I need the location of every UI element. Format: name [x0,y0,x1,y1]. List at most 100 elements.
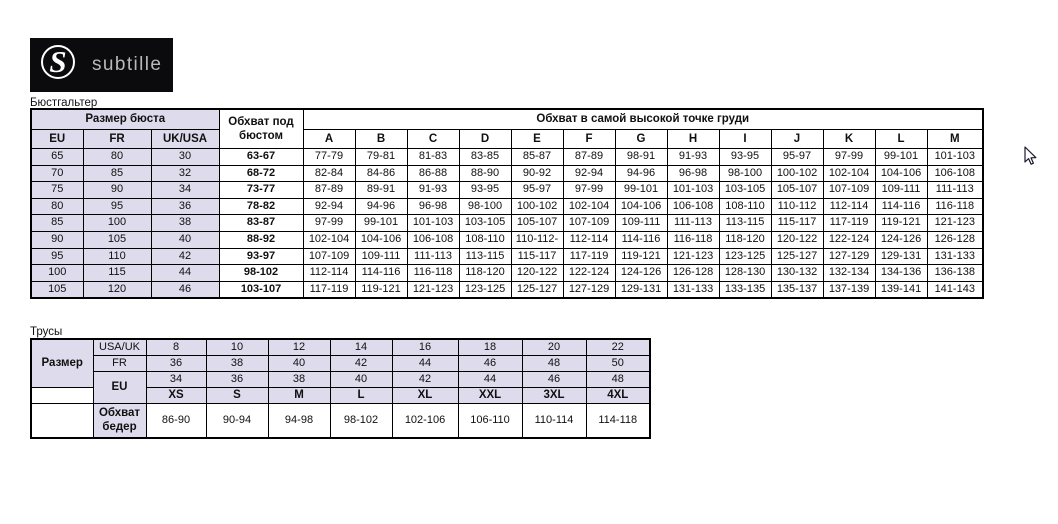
panty-cell-eu: 34 [145,371,207,388]
bra-cell-cup-G: 94-96 [614,164,668,183]
panty-cell-usauk: 18 [457,338,523,356]
bra-cell-cup-J: 110-112 [770,197,824,216]
bra-cell-cup-M: 141-143 [926,280,984,299]
bra-cell-cup-K: 112-114 [822,197,876,216]
bra-cell-cup-H: 116-118 [666,230,720,249]
bra-cell-cup-F: 102-104 [562,197,616,216]
bra-cell-cup-K: 107-109 [822,181,876,199]
bra-cell-cup-G: 129-131 [614,280,668,299]
bra-cell-cup-H: 96-98 [666,164,720,183]
bra-cell-cup-A: 102-104 [302,230,356,249]
bra-cell-cup-K: 122-124 [822,230,876,249]
bra-cell-cup-G: 119-121 [614,247,668,266]
bra-group-header-row: Размер бюста Обхват под бюстом Обхват в са… [30,108,984,149]
bra-cell-cup-I: 108-110 [718,197,772,216]
bra-cell-cup-B: 94-96 [354,197,408,216]
bra-cell-fr: 110 [82,247,152,266]
bra-cell-cup-J: 135-137 [770,280,824,299]
panty-cell-hips: 94-98 [267,403,331,439]
bra-cell-underbust: 73-77 [218,181,304,199]
panty-label-size: Размер [30,338,94,388]
bra-cell-cup-F: 112-114 [562,230,616,249]
bra-cell-cup-C: 91-93 [406,181,460,199]
bra-cell-cup-G: 99-101 [614,181,668,199]
bra-cell-cup-A: 77-79 [302,148,356,166]
bra-cell-cup-I: 118-120 [718,230,772,249]
bra-cell-cup-D: 123-125 [458,280,512,299]
bra-cup-col-H: H [666,129,720,149]
bra-cell-cup-C: 106-108 [406,230,460,249]
bra-cell-underbust: 63-67 [218,148,304,166]
panty-cell-fr: 42 [329,355,393,372]
bra-col-eu: EU [30,129,84,149]
bra-cell-cup-D: 98-100 [458,197,512,216]
bra-cell-cup-M: 101-103 [926,148,984,166]
bra-cell-cup-G: 109-111 [614,214,668,232]
bra-col-uk-usa: UK/USA [150,129,220,149]
bra-cell-cup-M: 136-138 [926,264,984,282]
bra-cell-cup-D: 83-85 [458,148,512,166]
panty-cell-hips: 110-114 [521,403,587,439]
bra-cell-cup-B: 109-111 [354,247,408,266]
bra-cell-ukusa: 46 [150,280,220,299]
panty-cell-letter: S [205,387,269,404]
bra-cell-cup-B: 104-106 [354,230,408,249]
bra-cell-cup-C: 86-88 [406,164,460,183]
bra-cell-cup-C: 121-123 [406,280,460,299]
bra-cell-eu: 100 [30,264,84,282]
bra-cell-ukusa: 34 [150,181,220,199]
bra-group-bustpoint: Обхват в самой высокой точке груди [302,108,984,130]
bra-cell-ukusa: 36 [150,197,220,216]
panty-cell-usauk: 22 [585,338,651,356]
bra-cell-cup-B: 119-121 [354,280,408,299]
panty-system-eu: EU [92,371,147,404]
bra-cup-col-L: L [874,129,928,149]
panty-cell-eu: 36 [205,371,269,388]
panty-cell-letter: 4XL [585,387,651,404]
panty-cell-hips: 98-102 [329,403,393,439]
bra-cell-cup-I: 113-115 [718,214,772,232]
bra-cell-cup-H: 126-128 [666,264,720,282]
bra-cell-cup-B: 79-81 [354,148,408,166]
panty-label-blank-2 [30,403,94,439]
bra-cell-cup-H: 101-103 [666,181,720,199]
bra-cell-cup-M: 126-128 [926,230,984,249]
panty-cell-letter: L [329,387,393,404]
bra-cell-cup-F: 87-89 [562,148,616,166]
bra-cell-cup-A: 97-99 [302,214,356,232]
panty-cell-hips: 90-94 [205,403,269,439]
table-row: 95 110 42 93-97 107-109 109-111 111-113 113-115… [30,247,984,266]
bra-cell-cup-L: 129-131 [874,247,928,266]
panty-size-table: Размер USA/UK 8 10 12 14 16 18 20 22 FR 36 38 40 42 44 4… [30,338,651,439]
bra-cell-cup-D: 103-105 [458,214,512,232]
bra-cell-cup-B: 99-101 [354,214,408,232]
bra-cell-cup-E: 100-102 [510,197,564,216]
panty-cell-eu: 48 [585,371,651,388]
bra-cell-cup-E: 110-112- [510,230,564,249]
bra-cell-cup-D: 113-115 [458,247,512,266]
panty-cell-hips: 106-110 [457,403,523,439]
bra-cell-cup-M: 106-108 [926,164,984,183]
bra-cell-ukusa: 30 [150,148,220,166]
panty-row-hips: Обхват бедер 86-90 90-94 94-98 98-102 102-106… [30,403,651,439]
bra-cell-cup-I: 98-100 [718,164,772,183]
bra-cell-cup-C: 96-98 [406,197,460,216]
brand-logo: S subtille [30,38,173,92]
brand-name: subtille [92,54,163,75]
bra-cell-cup-L: 139-141 [874,280,928,299]
table-row: 85 100 38 83-87 97-99 99-101 101-103 103-105 105… [30,214,984,232]
bra-cell-cup-M: 111-113 [926,181,984,199]
panty-cell-letter: XL [391,387,459,404]
bra-cell-cup-C: 81-83 [406,148,460,166]
table-row: 65 80 30 63-67 77-79 79-81 81-83 83-85 85-87 87-8… [30,148,984,166]
bra-cell-cup-J: 115-117 [770,214,824,232]
bra-cup-col-K: K [822,129,876,149]
bra-cup-col-J: J [770,129,824,149]
bra-group-underbust: Обхват под бюстом [218,108,304,149]
bra-cell-underbust: 83-87 [218,214,304,232]
bra-cell-ukusa: 40 [150,230,220,249]
bra-cell-cup-J: 130-132 [770,264,824,282]
bra-cell-eu: 105 [30,280,84,299]
panty-label-hips: Обхват бедер [92,403,147,439]
bra-table-caption: Бюстгальтер [30,97,98,109]
